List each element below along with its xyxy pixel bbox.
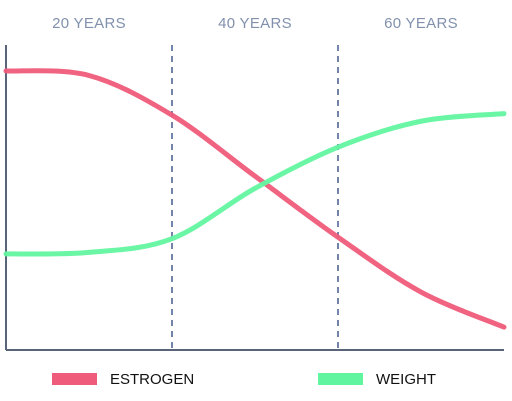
weight-legend-swatch [318, 373, 363, 385]
era-label-1: 20 YEARS [52, 15, 126, 32]
legend: ESTROGEN WEIGHT [52, 371, 436, 388]
era-dividers [171, 45, 339, 350]
weight-legend-label: WEIGHT [376, 371, 436, 388]
series-layer [3, 68, 507, 330]
era-label-2: 40 YEARS [218, 15, 292, 32]
era-labels: 20 YEARS 40 YEARS 60 YEARS [52, 15, 458, 32]
era-label-3: 60 YEARS [384, 15, 458, 32]
estrogen-legend-label: ESTROGEN [110, 371, 194, 388]
axes [5, 45, 504, 351]
weight-series-line [3, 111, 507, 257]
estrogen-legend-swatch [52, 373, 97, 385]
estrogen-series-line [3, 68, 507, 330]
